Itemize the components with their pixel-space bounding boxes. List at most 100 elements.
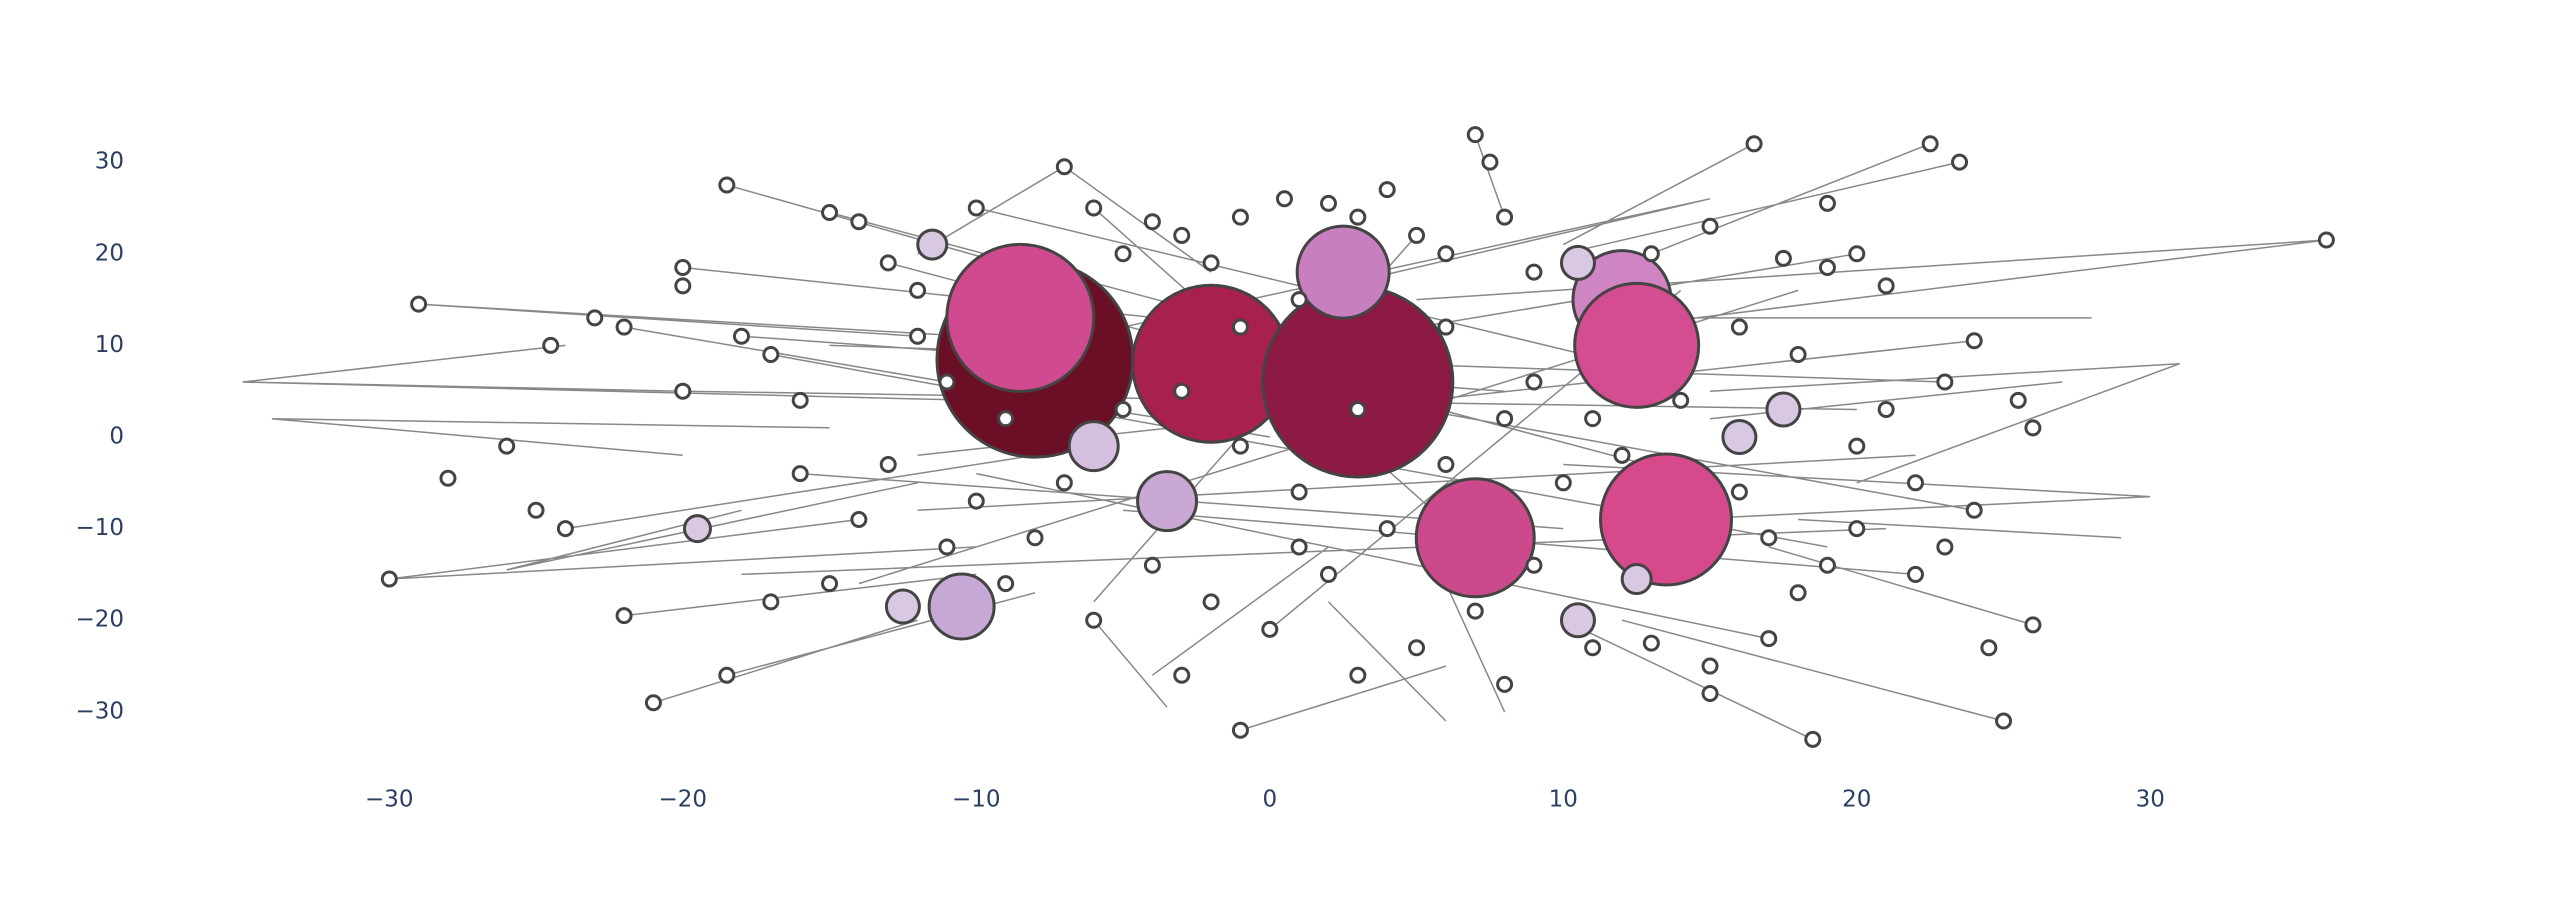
hub-node — [1414, 477, 1536, 599]
node — [762, 346, 780, 364]
node — [1760, 630, 1778, 648]
node — [1466, 602, 1484, 620]
node — [2024, 616, 2042, 634]
y-tick-label: −30 — [75, 698, 124, 724]
node — [615, 318, 633, 336]
node — [1642, 634, 1660, 652]
node — [1584, 639, 1602, 657]
node — [1261, 620, 1279, 638]
x-tick-label: −10 — [952, 787, 1001, 813]
node — [1319, 194, 1337, 212]
node — [1980, 639, 1998, 657]
node — [791, 465, 809, 483]
node — [542, 336, 560, 354]
node — [1936, 373, 1954, 391]
hub-node — [682, 514, 712, 544]
node — [1231, 208, 1249, 226]
y-tick-label: −10 — [75, 515, 124, 541]
node — [1496, 410, 1514, 428]
node — [2024, 419, 2042, 437]
x-tick-label: 10 — [1549, 787, 1578, 813]
x-tick-label: −30 — [365, 787, 414, 813]
node — [1701, 685, 1719, 703]
y-tick-label: 20 — [95, 240, 124, 266]
node — [1466, 126, 1484, 144]
node — [791, 391, 809, 409]
node — [1290, 291, 1308, 309]
x-tick-label: −20 — [659, 787, 708, 813]
node — [1525, 373, 1543, 391]
node — [1818, 556, 1836, 574]
node — [821, 204, 839, 222]
node — [997, 575, 1015, 593]
node — [1848, 437, 1866, 455]
node — [1760, 529, 1778, 547]
node — [1965, 501, 1983, 519]
node — [879, 254, 897, 272]
node — [1554, 474, 1572, 492]
node — [1378, 181, 1396, 199]
node — [967, 492, 985, 510]
node — [997, 410, 1015, 428]
node — [1701, 657, 1719, 675]
node — [1349, 208, 1367, 226]
node — [1848, 245, 1866, 263]
node — [1408, 226, 1426, 244]
hub-node — [1067, 420, 1120, 473]
hub-node — [1721, 419, 1758, 455]
node — [1290, 483, 1308, 501]
node — [938, 538, 956, 556]
y-tick-label: 30 — [95, 149, 124, 175]
y-tick-label: −20 — [75, 607, 124, 633]
node — [1965, 332, 1983, 350]
node — [674, 277, 692, 295]
node — [1789, 584, 1807, 602]
node — [1730, 318, 1748, 336]
x-tick-label: 20 — [1842, 787, 1871, 813]
node — [586, 309, 604, 327]
node — [1525, 263, 1543, 281]
node — [1085, 199, 1103, 217]
hub-node — [1295, 224, 1391, 320]
node — [2009, 391, 2027, 409]
node — [718, 176, 736, 194]
hub-node — [1599, 452, 1734, 587]
node — [1951, 153, 1969, 171]
hub-node — [1620, 563, 1653, 596]
hub-node — [1136, 470, 1199, 533]
node — [1584, 410, 1602, 428]
node — [1745, 135, 1763, 153]
node — [1672, 391, 1690, 409]
node — [1701, 217, 1719, 235]
node — [1877, 277, 1895, 295]
hub-node — [945, 242, 1096, 393]
node — [718, 666, 736, 684]
node — [1055, 158, 1073, 176]
node — [380, 570, 398, 588]
node — [674, 382, 692, 400]
node — [1378, 520, 1396, 538]
node — [1114, 245, 1132, 263]
node — [1730, 483, 1748, 501]
node — [1525, 556, 1543, 574]
hub-node — [927, 572, 996, 641]
node — [556, 520, 574, 538]
node — [967, 199, 985, 217]
node — [909, 281, 927, 299]
node — [1231, 437, 1249, 455]
node — [1173, 226, 1191, 244]
node — [1290, 538, 1308, 556]
node — [439, 469, 457, 487]
node — [1642, 245, 1660, 263]
node — [615, 607, 633, 625]
x-tick-label: 30 — [2136, 787, 2165, 813]
x-tick-label: 0 — [1262, 787, 1277, 813]
node — [1202, 593, 1220, 611]
hub-node — [1573, 281, 1701, 409]
node — [1613, 446, 1631, 464]
node — [1995, 712, 2013, 730]
hub-node — [1559, 602, 1596, 639]
node — [1114, 401, 1132, 419]
hub-node — [1559, 244, 1596, 281]
node — [1408, 639, 1426, 657]
